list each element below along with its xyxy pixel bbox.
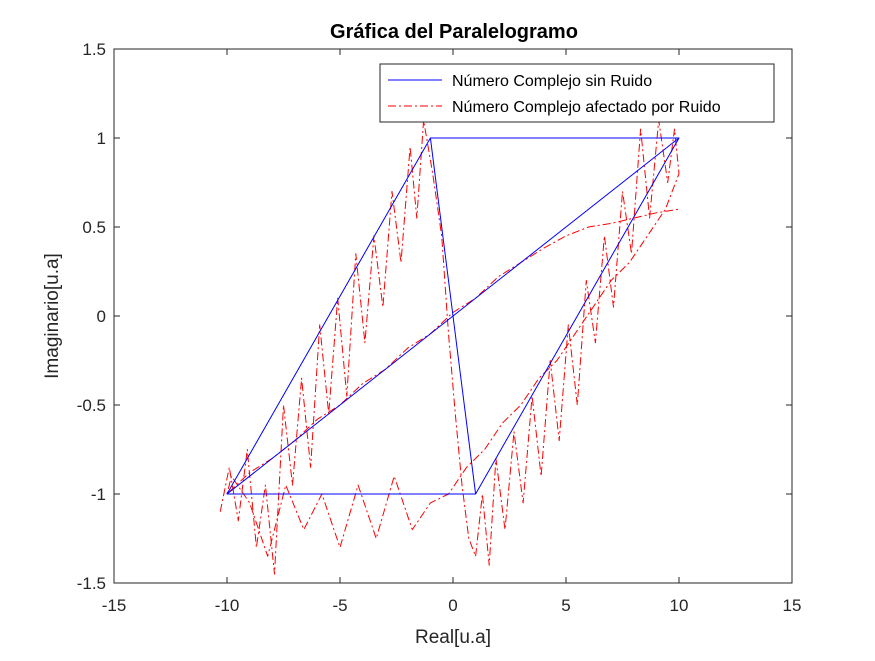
legend: Número Complejo sin Ruido Número Complej… (379, 63, 775, 123)
x-ticks: -15 -10 -5 0 5 10 15 (102, 49, 802, 615)
x-tick-label: 10 (670, 596, 689, 615)
y-axis-label: Imaginario[u.a] (42, 253, 63, 379)
series-line-1 (219, 119, 680, 575)
x-tick-label: -5 (332, 596, 347, 615)
y-tick-label: 0.5 (82, 218, 106, 237)
y-tick-label: -1.5 (77, 574, 106, 593)
series-line-0 (226, 137, 680, 495)
series-layer (219, 119, 680, 575)
x-tick-label: 15 (783, 596, 802, 615)
y-tick-label: 1.5 (82, 40, 106, 59)
legend-box (379, 63, 775, 123)
y-tick-label: 0 (97, 307, 106, 326)
y-tick-label: -1 (91, 485, 106, 504)
x-tick-label: -15 (102, 596, 127, 615)
chart-title: Gráfica del Paralelogramo (330, 21, 578, 43)
x-tick-label: -10 (215, 596, 240, 615)
x-tick-label: 0 (448, 596, 457, 615)
y-ticks: -1.5 -1 -0.5 0 0.5 1 1.5 (77, 40, 792, 593)
y-tick-label: -0.5 (77, 396, 106, 415)
x-tick-label: 5 (561, 596, 570, 615)
legend-entry-series-1: Número Complejo afectado por Ruido (452, 99, 721, 116)
legend-entry-series-0: Número Complejo sin Ruido (452, 73, 652, 90)
y-tick-label: 1 (97, 129, 106, 148)
x-axis-label: Real[u.a] (415, 627, 491, 648)
